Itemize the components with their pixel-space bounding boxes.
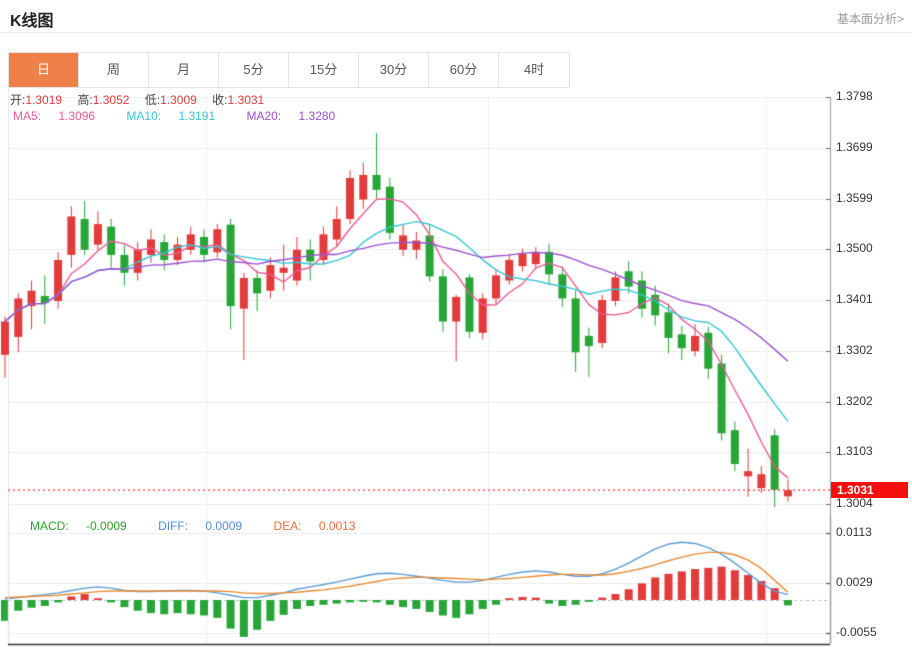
macd-chart-canvas[interactable] (0, 517, 912, 647)
current-price-badge: 1.3031 (831, 482, 908, 498)
tab-60min[interactable]: 60分 (429, 53, 499, 87)
fundamental-analysis-link[interactable]: 基本面分析> (836, 12, 904, 26)
page-title: K线图 (10, 13, 54, 30)
title-divider (0, 32, 912, 33)
interval-tabbar: 日 周 月 5分 15分 30分 60分 4时 (8, 52, 570, 88)
tab-5min[interactable]: 5分 (219, 53, 289, 87)
tab-day[interactable]: 日 (9, 53, 79, 87)
tab-30min[interactable]: 30分 (359, 53, 429, 87)
tab-month[interactable]: 月 (149, 53, 219, 87)
tab-week[interactable]: 周 (79, 53, 149, 87)
candlestick-chart-canvas[interactable] (0, 88, 912, 518)
tab-15min[interactable]: 15分 (289, 53, 359, 87)
tab-4hour[interactable]: 4时 (499, 53, 569, 87)
